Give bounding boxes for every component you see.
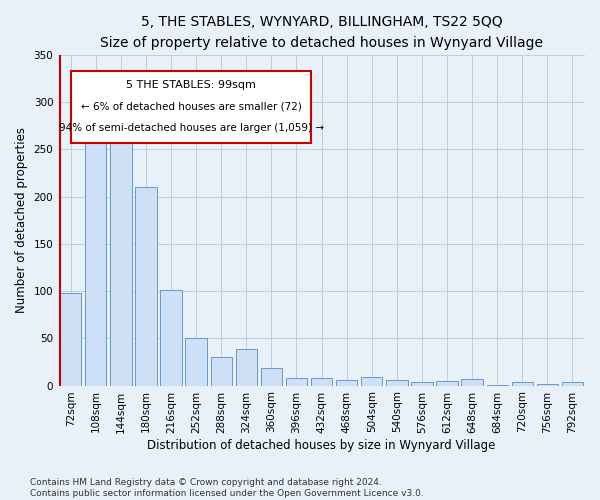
Bar [512, 382, 533, 386]
Text: 5 THE STABLES: 99sqm: 5 THE STABLES: 99sqm [126, 80, 256, 90]
Bar [311, 378, 332, 386]
Bar [71, 72, 311, 142]
Text: ← 6% of detached houses are smaller (72): ← 6% of detached houses are smaller (72) [81, 102, 302, 112]
Text: 94% of semi-detached houses are larger (1,059) →: 94% of semi-detached houses are larger (… [59, 123, 323, 133]
Bar [185, 338, 207, 386]
Bar [160, 290, 182, 386]
Bar [461, 379, 483, 386]
Bar [386, 380, 407, 386]
Bar [136, 187, 157, 386]
Title: 5, THE STABLES, WYNYARD, BILLINGHAM, TS22 5QQ
Size of property relative to detac: 5, THE STABLES, WYNYARD, BILLINGHAM, TS2… [100, 15, 543, 50]
Bar [361, 377, 382, 386]
Bar [85, 114, 106, 386]
Bar [110, 135, 131, 386]
Bar [487, 384, 508, 386]
Y-axis label: Number of detached properties: Number of detached properties [15, 128, 28, 314]
Bar [411, 382, 433, 386]
X-axis label: Distribution of detached houses by size in Wynyard Village: Distribution of detached houses by size … [148, 440, 496, 452]
Bar [537, 384, 558, 386]
Bar [261, 368, 282, 386]
Bar [236, 348, 257, 386]
Bar [336, 380, 358, 386]
Bar [211, 357, 232, 386]
Bar [286, 378, 307, 386]
Bar [562, 382, 583, 386]
Bar [60, 293, 82, 386]
Text: Contains HM Land Registry data © Crown copyright and database right 2024.
Contai: Contains HM Land Registry data © Crown c… [30, 478, 424, 498]
Bar [436, 381, 458, 386]
